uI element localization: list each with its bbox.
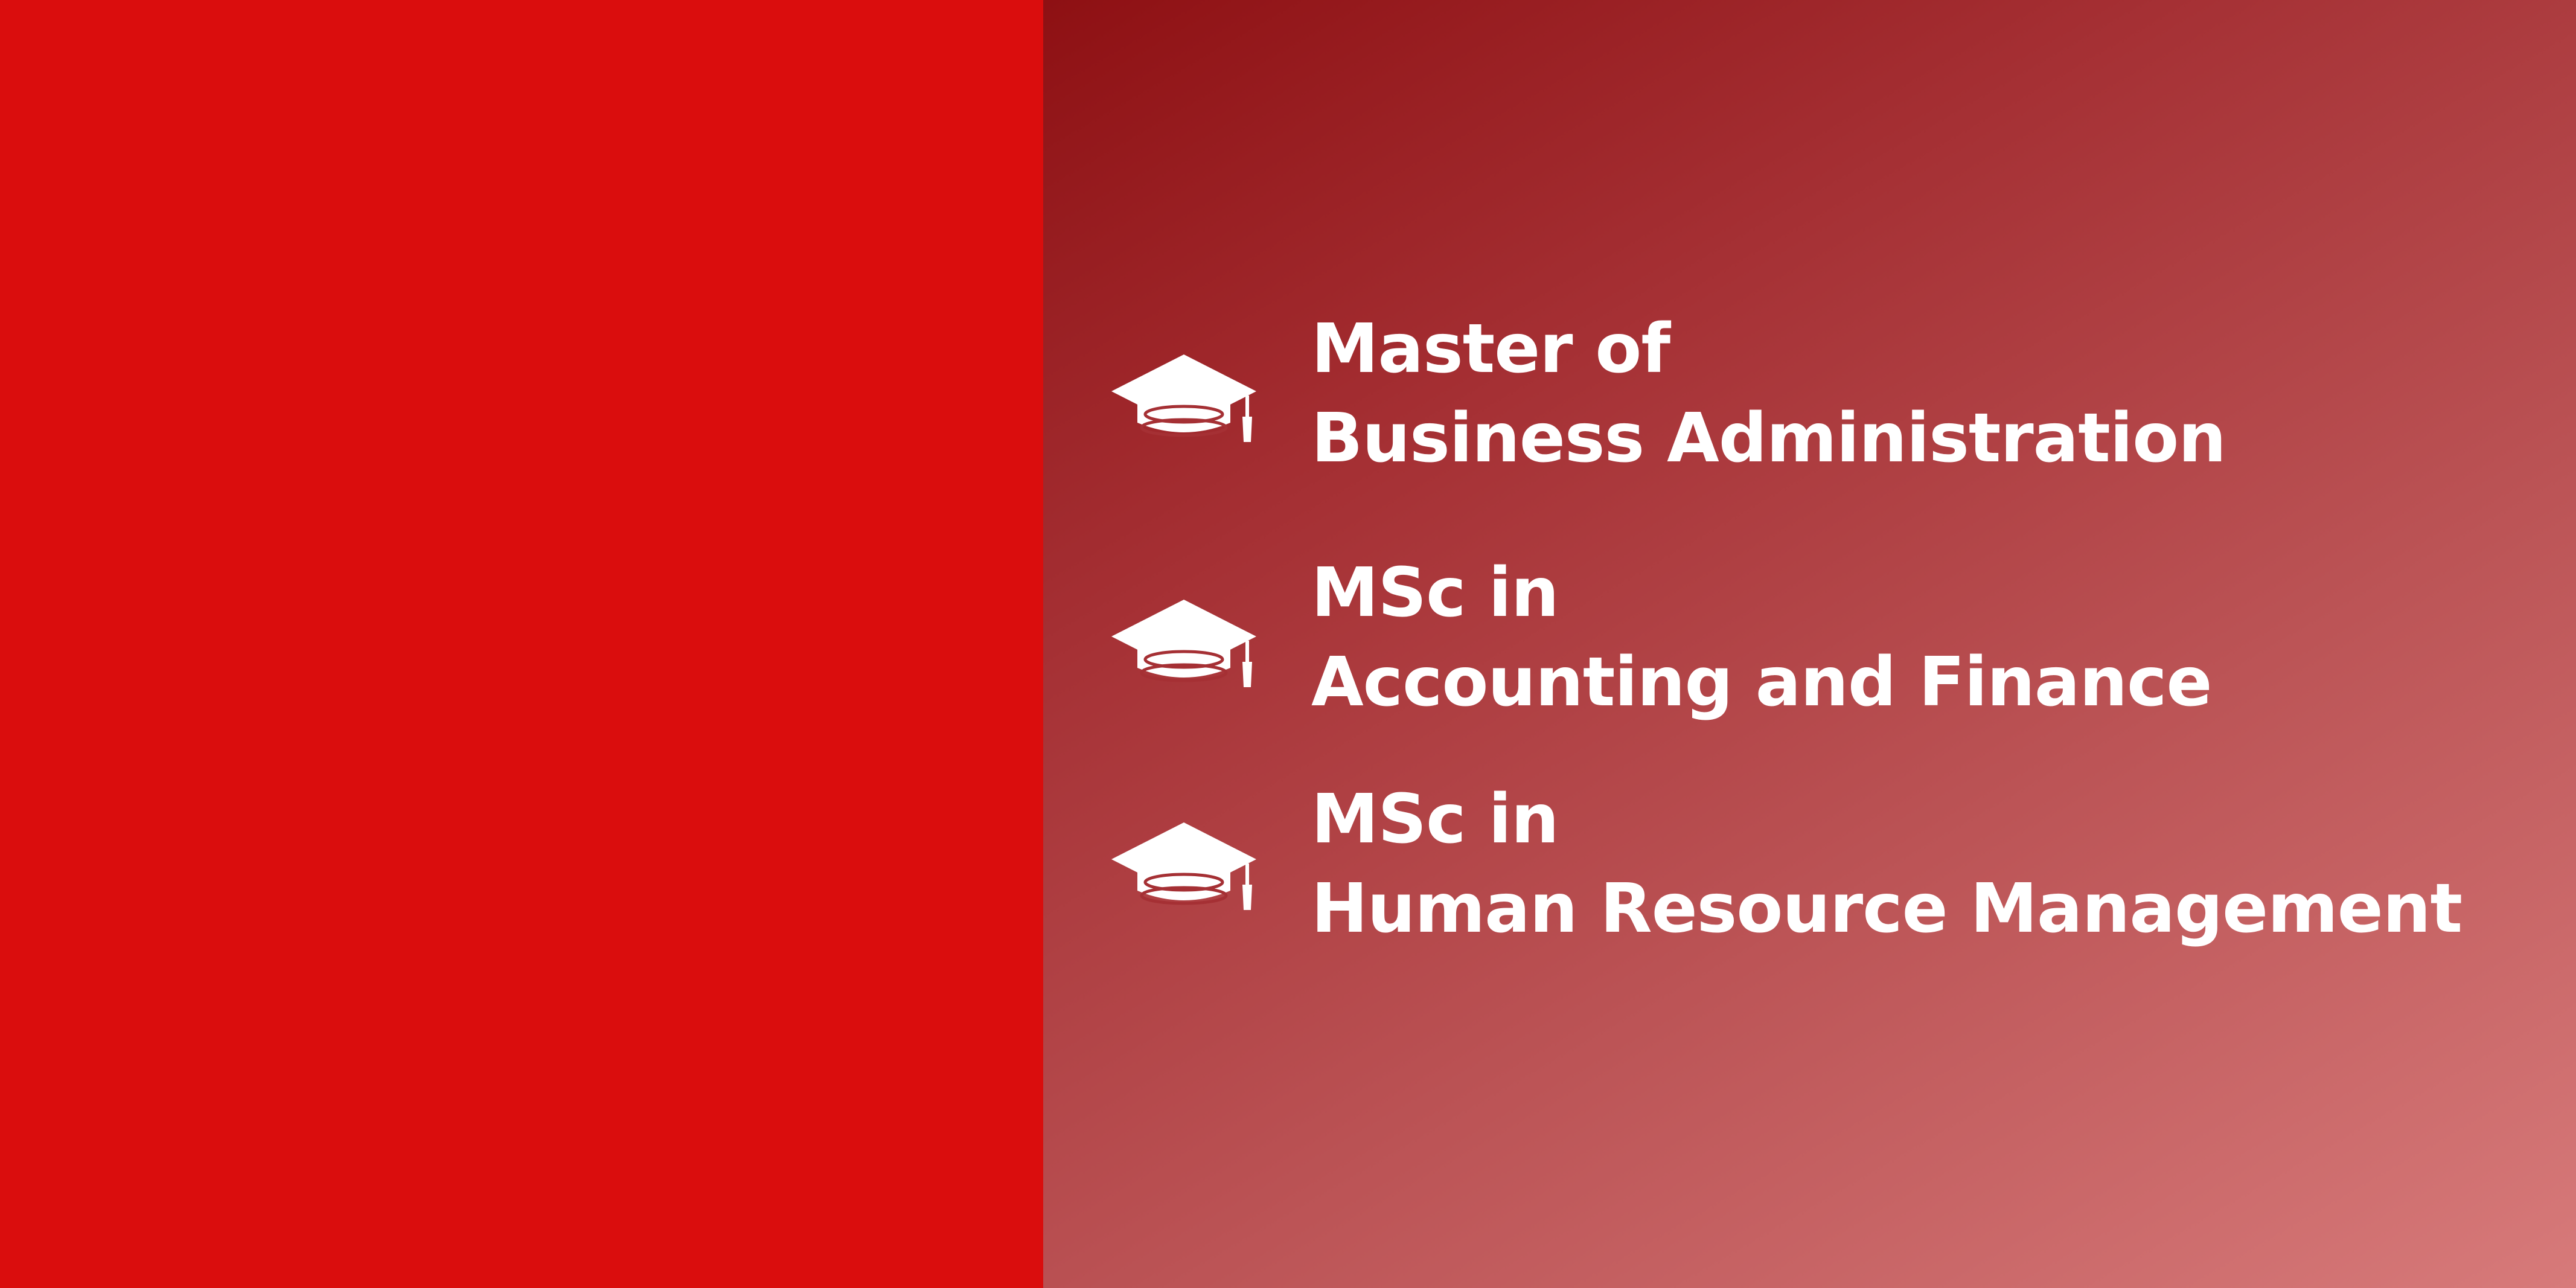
program-title-line2: Human Resource Management <box>1311 870 2463 948</box>
program-title-line2: Accounting and Finance <box>1311 643 2212 722</box>
left-color-panel <box>0 0 1043 1288</box>
program-title: MSc in Human Resource Management <box>1311 775 2463 953</box>
graduation-cap-icon <box>1111 600 1256 687</box>
graduation-cap-icon <box>1111 354 1256 442</box>
program-title-line1: Master of <box>1311 310 1670 388</box>
program-title-line1: MSc in <box>1311 780 1559 859</box>
program-title-line2: Business Administration <box>1311 399 2226 478</box>
program-title-line1: MSc in <box>1311 554 1559 632</box>
graduation-cap-icon <box>1111 822 1256 910</box>
program-title: MSc in Accounting and Finance <box>1311 548 2212 727</box>
program-list-panel: Master of Business Administration MSc in… <box>1043 0 2576 1288</box>
program-title: Master of Business Administration <box>1311 304 2226 483</box>
